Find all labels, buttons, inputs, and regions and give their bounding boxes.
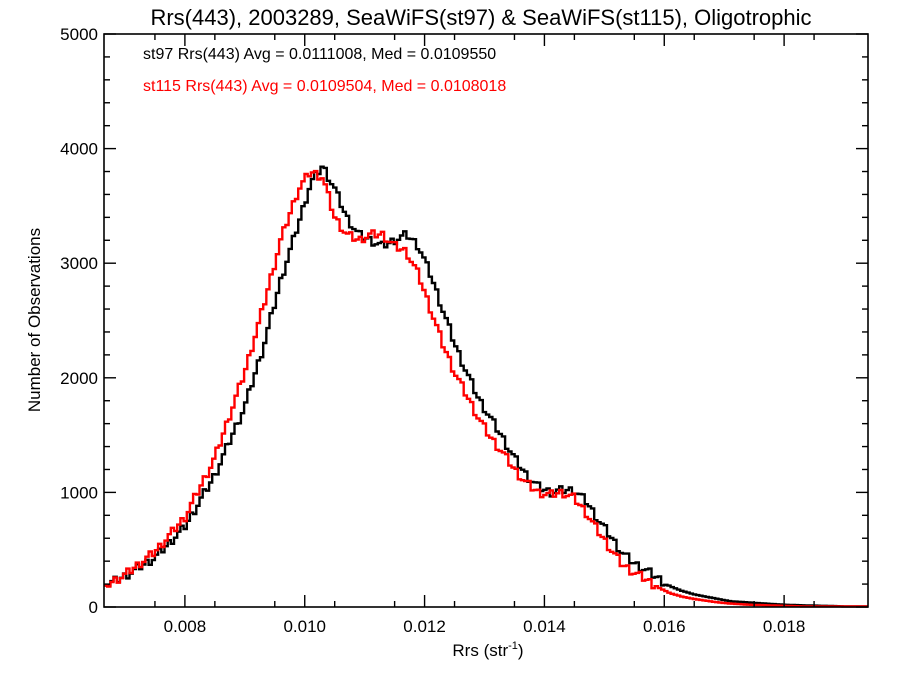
y-tick-label: 2000 bbox=[60, 369, 98, 388]
y-axis-label: Number of Observations bbox=[25, 228, 44, 412]
x-axis-label: Rrs (str-1) bbox=[452, 640, 523, 660]
x-tick-label: 0.012 bbox=[403, 617, 446, 636]
st97-stats-annotation: st97 Rrs(443) Avg = 0.0111008, Med = 0.0… bbox=[143, 46, 496, 63]
chart-title: Rrs(443), 2003289, SeaWiFS(st97) & SeaWi… bbox=[150, 5, 811, 30]
x-tick-label: 0.014 bbox=[523, 617, 566, 636]
x-tick-label: 0.008 bbox=[164, 617, 207, 636]
y-tick-label: 3000 bbox=[60, 254, 98, 273]
x-tick-label: 0.016 bbox=[643, 617, 686, 636]
y-tick-label: 1000 bbox=[60, 483, 98, 502]
x-tick-label: 0.010 bbox=[283, 617, 326, 636]
y-tick-label: 4000 bbox=[60, 140, 98, 159]
st97-histogram-series bbox=[104, 165, 868, 608]
st115-histogram-series bbox=[104, 169, 868, 608]
x-tick-label: 0.018 bbox=[763, 617, 806, 636]
y-tick-label: 5000 bbox=[60, 25, 98, 44]
y-tick-label: 0 bbox=[89, 598, 98, 617]
plot-frame bbox=[103, 33, 869, 608]
st115-stats-annotation: st115 Rrs(443) Avg = 0.0109504, Med = 0.… bbox=[143, 78, 506, 95]
